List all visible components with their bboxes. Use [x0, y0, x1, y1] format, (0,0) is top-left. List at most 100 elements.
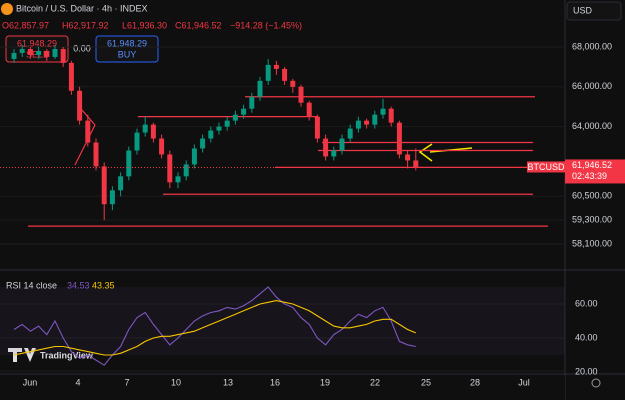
price-tick-label: 66,000.00 [572, 81, 612, 91]
candle-body [27, 48, 33, 55]
candle-body [241, 108, 247, 115]
change: −914.28 (−1.45%) [230, 20, 302, 30]
time-axis [0, 376, 565, 400]
candle-body [118, 176, 124, 191]
candle-body [200, 138, 206, 149]
candle-body [142, 124, 148, 133]
buy-button[interactable] [95, 35, 159, 63]
rsi-value: 34.53 [67, 280, 90, 290]
time-tick-label: 28 [470, 377, 480, 387]
candle-body [249, 96, 255, 109]
time-tick-label: 22 [370, 377, 380, 387]
candle-body [159, 138, 165, 155]
candle-body [77, 90, 83, 121]
candle-body [191, 148, 197, 165]
grid [0, 303, 565, 372]
ohlc-low: L61,936.30 [122, 20, 167, 30]
time-tick-label: 25 [421, 377, 431, 387]
time-tick-label: 16 [270, 377, 280, 387]
candle-body [364, 120, 370, 125]
candle-body [347, 128, 353, 139]
candle-body [150, 124, 156, 139]
symbol-tag [527, 161, 565, 173]
candle-body [265, 64, 271, 81]
rsi-ma-line [13, 300, 417, 356]
price-tick-label: 68,000.00 [572, 41, 612, 51]
candle-body [273, 64, 279, 69]
settings-icon[interactable] [591, 378, 601, 388]
countdown: 02:43:39 [572, 171, 607, 181]
candle-body [224, 120, 230, 127]
buy-price: 61,948.29 [107, 38, 147, 48]
candle-body [101, 166, 107, 205]
candle-body [93, 142, 99, 167]
candle-body [282, 68, 288, 81]
candle-body [355, 120, 361, 129]
candle-body [405, 154, 411, 161]
candle-body [413, 160, 419, 168]
price-tag-text: 61,946.52 [572, 160, 612, 170]
candle-body [167, 154, 173, 183]
currency: USD [573, 5, 593, 15]
rsi-tick-label: 20.00 [575, 366, 598, 376]
candle-body [339, 138, 345, 151]
candle-body [372, 114, 378, 125]
candle-body [19, 48, 25, 53]
candle-body [314, 116, 320, 139]
candle-body [175, 176, 181, 183]
ohlc-high: H62,917.92 [62, 20, 109, 30]
time-tick-label: 19 [320, 377, 330, 387]
candle-body [60, 48, 66, 63]
candle-body [323, 138, 329, 157]
rsi-line [13, 286, 416, 366]
symbol: Bitcoin / U.S. Dollar · 4h · INDEX [16, 3, 148, 13]
rsi-tick-label: 40.00 [575, 332, 598, 342]
time-tick-label: 10 [171, 377, 181, 387]
price-tick-label: 64,000.00 [572, 121, 612, 131]
symbol-logo [1, 3, 13, 15]
candle-body [68, 62, 74, 91]
logo-text: TradingView [40, 350, 94, 360]
time-tick-label: 4 [75, 377, 80, 387]
price-tick-label: 58,100.00 [572, 238, 612, 248]
candle-body [85, 120, 91, 143]
symbol-tag-text: BTCUSD [527, 162, 565, 172]
candle-body [257, 80, 263, 97]
rsi-ma-value: 43.35 [92, 280, 115, 290]
candle-body [44, 50, 50, 57]
candle-body [388, 108, 394, 123]
candle-body [36, 50, 42, 55]
candle-body [306, 102, 312, 117]
time-tick-label: Jul [518, 377, 530, 387]
time-tick-label: 7 [124, 377, 129, 387]
price-tick-label: 59,300.00 [572, 215, 612, 225]
rsi-tick-label: 60.00 [575, 298, 598, 308]
candle-body [396, 122, 402, 155]
time-tick-label: Jun [23, 377, 38, 387]
candle-body [11, 52, 17, 59]
candle-body [52, 48, 58, 57]
buy-label: BUY [118, 49, 137, 59]
candle-body [134, 132, 140, 151]
time-tick-label: 13 [223, 377, 233, 387]
rsi-band [0, 287, 565, 355]
sell-price: 61,948.29 [17, 38, 57, 48]
ohlc-open: O62,857.97 [2, 20, 49, 30]
candle-body [331, 150, 337, 157]
candle-body [380, 108, 386, 115]
candle-body [290, 80, 296, 87]
candle-body [298, 86, 304, 103]
candle-body [183, 164, 189, 177]
currency-button[interactable] [566, 1, 622, 21]
candle-body [208, 130, 214, 139]
candle-body [126, 150, 132, 177]
candle-body [232, 114, 238, 121]
candle-body [216, 126, 222, 131]
price-tick-label: 60,500.00 [572, 191, 612, 201]
ohlc-close: C61,946.52 [175, 20, 222, 30]
candle-body [109, 190, 115, 205]
rsi-title: RSI 14 close [6, 280, 57, 290]
price-tag [565, 159, 625, 184]
spread: 0.00 [73, 43, 91, 53]
